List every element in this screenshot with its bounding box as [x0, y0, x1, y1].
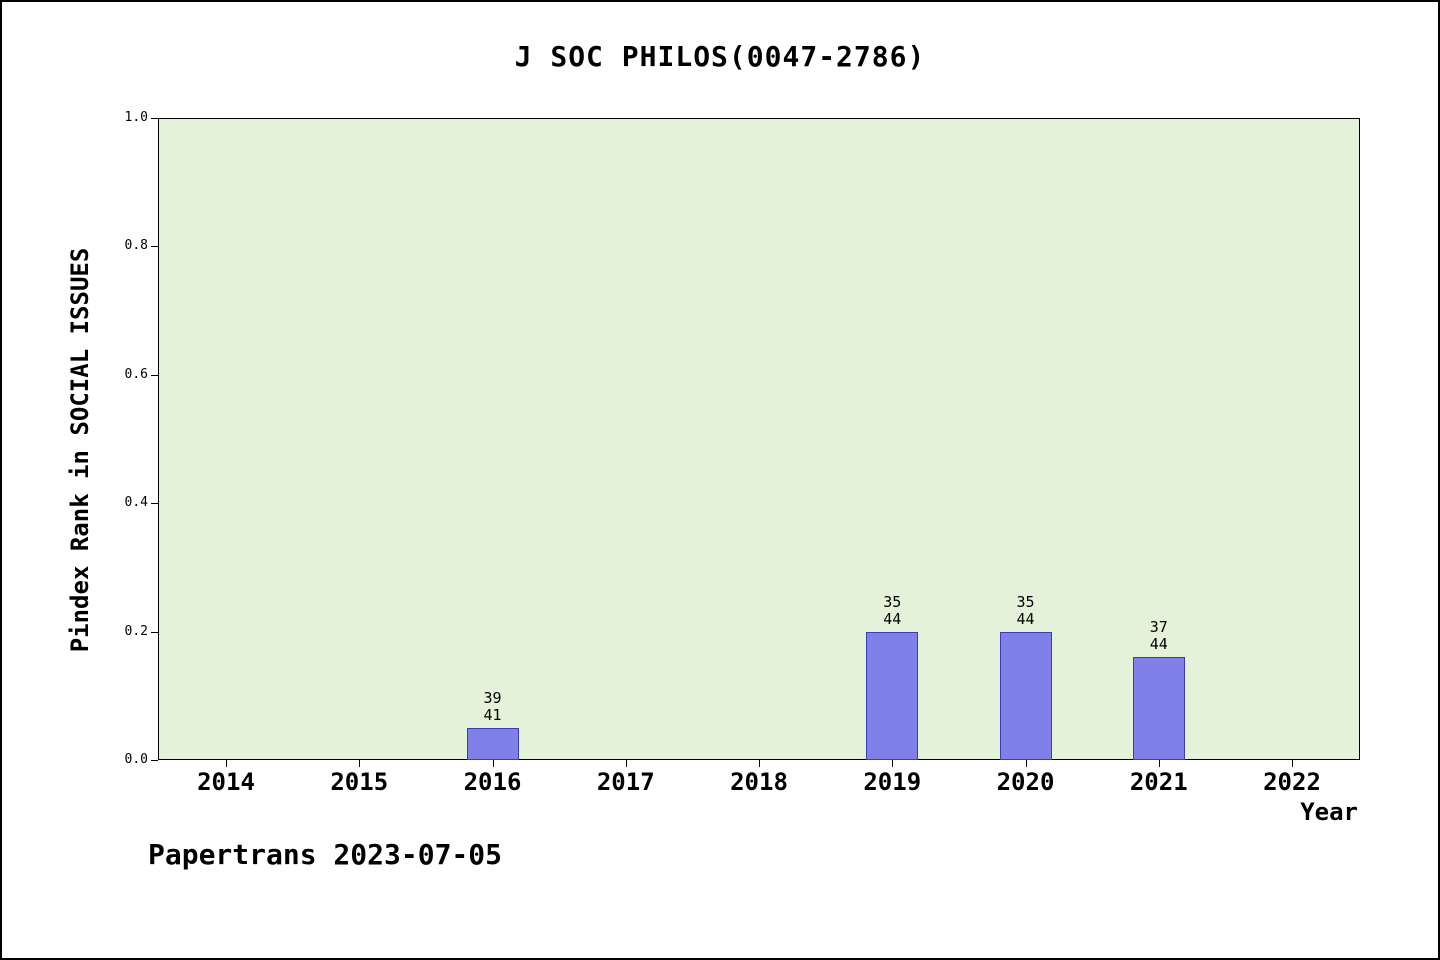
bar-rank-value: 39	[483, 689, 502, 707]
bar-value-label: 39 41	[483, 690, 501, 724]
y-tick-label: 0.4	[124, 495, 148, 511]
plot-area	[158, 118, 1360, 760]
x-tick-label: 2017	[596, 768, 655, 796]
x-tick-label: 2022	[1263, 768, 1321, 796]
x-tick-mark	[492, 760, 494, 767]
bar-value-label: 35 44	[1016, 594, 1034, 628]
x-tick-mark	[759, 760, 760, 767]
x-tick-mark	[892, 760, 894, 767]
y-tick-mark	[151, 760, 158, 761]
y-tick-mark	[151, 374, 158, 376]
y-tick-mark	[151, 503, 158, 505]
bar-rank-value: 35	[883, 593, 902, 611]
bar-total-value: 44	[883, 610, 902, 628]
y-tick-label: 0.8	[124, 238, 148, 254]
y-tick-label: 0.0	[124, 752, 148, 767]
bar-2019	[866, 632, 919, 760]
y-tick-label: 1.0	[124, 110, 148, 125]
bar-2016	[466, 728, 519, 760]
x-tick-label: 2020	[996, 768, 1055, 796]
y-tick-mark	[151, 118, 158, 119]
y-tick-label: 0.6	[124, 366, 148, 382]
bar-2021	[1132, 657, 1185, 760]
y-tick-mark	[151, 631, 158, 633]
bar-total-value: 44	[1149, 635, 1168, 653]
chart-title: J SOC PHILOS(0047-2786)	[514, 40, 926, 73]
bar-2020	[999, 632, 1052, 760]
x-tick-label: 2016	[463, 768, 522, 796]
bar-value-label: 37 44	[1150, 619, 1168, 653]
x-tick-label: 2015	[330, 768, 389, 796]
y-axis-label: Pindex Rank in SOCIAL ISSUES	[66, 247, 94, 653]
x-tick-mark	[625, 760, 627, 767]
x-tick-label: 2019	[863, 768, 922, 796]
bar-total-value: 41	[483, 706, 502, 724]
bar-total-value: 44	[1016, 610, 1035, 628]
x-tick-mark	[226, 760, 227, 767]
x-axis-label: Year	[1300, 798, 1358, 826]
x-tick-mark	[1292, 760, 1293, 767]
x-tick-label: 2021	[1129, 768, 1188, 796]
x-tick-label: 2014	[197, 768, 255, 796]
bar-rank-value: 35	[1016, 593, 1035, 611]
y-tick-mark	[151, 246, 158, 248]
x-tick-label: 2018	[730, 768, 788, 796]
bar-rank-value: 37	[1149, 618, 1168, 636]
y-tick-label: 0.2	[124, 623, 148, 639]
x-tick-mark	[359, 760, 361, 767]
bar-value-label: 35 44	[883, 594, 901, 628]
footer-watermark: Papertrans 2023-07-05	[148, 838, 503, 871]
x-tick-mark	[1158, 760, 1160, 767]
x-tick-mark	[1025, 760, 1027, 767]
